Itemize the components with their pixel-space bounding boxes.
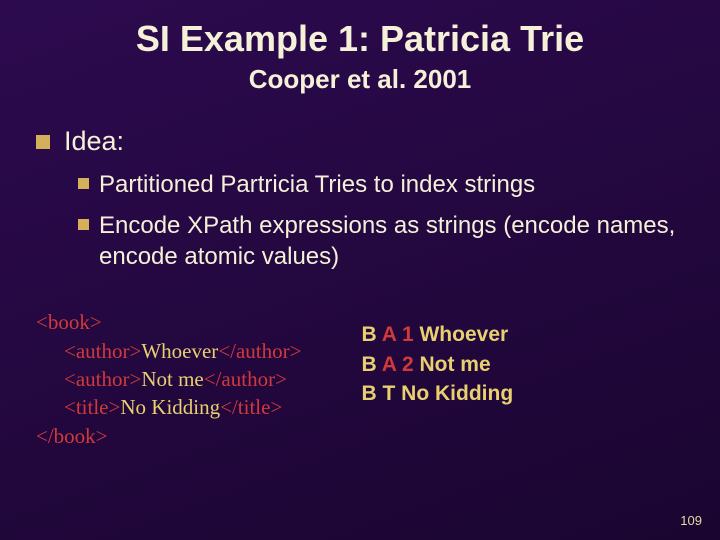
xml-example: <book> <author>Whoever</author> <author>… — [36, 308, 301, 450]
slide-subtitle: Cooper et al. 2001 — [36, 64, 684, 95]
xml-tag: <book> — [36, 310, 102, 334]
enc-tag: T — [383, 382, 396, 405]
square-bullet-icon — [78, 219, 89, 230]
xml-text: Not me — [141, 367, 203, 391]
xml-tag: <title> — [64, 395, 120, 419]
enc-tag: A — [382, 353, 396, 376]
page-number: 109 — [680, 513, 702, 528]
xml-text: Whoever — [141, 339, 218, 363]
slide-title: SI Example 1: Patricia Trie — [36, 18, 684, 60]
sub-bullet-1: Partitioned Partricia Tries to index str… — [78, 169, 684, 200]
enc-val: Not me — [419, 353, 490, 376]
encoded-row: B A 2 Not me — [361, 350, 513, 379]
xml-tag: <author> — [64, 367, 141, 391]
xml-tag: <author> — [64, 339, 141, 363]
enc-num: 2 — [402, 353, 414, 376]
sub-bullet-text: Encode XPath expressions as strings (enc… — [99, 210, 684, 272]
enc-val: No Kidding — [401, 382, 513, 405]
xml-tag: </book> — [36, 424, 108, 448]
bullet-idea: Idea: — [36, 125, 684, 159]
enc-b: B — [361, 382, 376, 405]
encoded-row: B T No Kidding — [361, 379, 513, 408]
xml-text: No Kidding — [120, 395, 220, 419]
enc-num: 1 — [402, 323, 414, 346]
encoded-row: B A 1 Whoever — [361, 320, 513, 349]
sub-bullet-2: Encode XPath expressions as strings (enc… — [78, 210, 684, 272]
encoded-block: B A 1 Whoever B A 2 Not me B T No Kiddin… — [361, 320, 513, 408]
idea-label: Idea: — [64, 125, 124, 159]
sub-bullet-text: Partitioned Partricia Tries to index str… — [99, 169, 535, 200]
xml-tag: </author> — [204, 367, 287, 391]
xml-tag: </title> — [220, 395, 282, 419]
enc-tag: A — [382, 323, 396, 346]
xml-tag: </author> — [218, 339, 301, 363]
enc-b: B — [361, 353, 376, 376]
enc-b: B — [361, 323, 376, 346]
square-bullet-icon — [78, 178, 89, 189]
square-bullet-icon — [36, 135, 50, 149]
enc-val: Whoever — [419, 323, 508, 346]
